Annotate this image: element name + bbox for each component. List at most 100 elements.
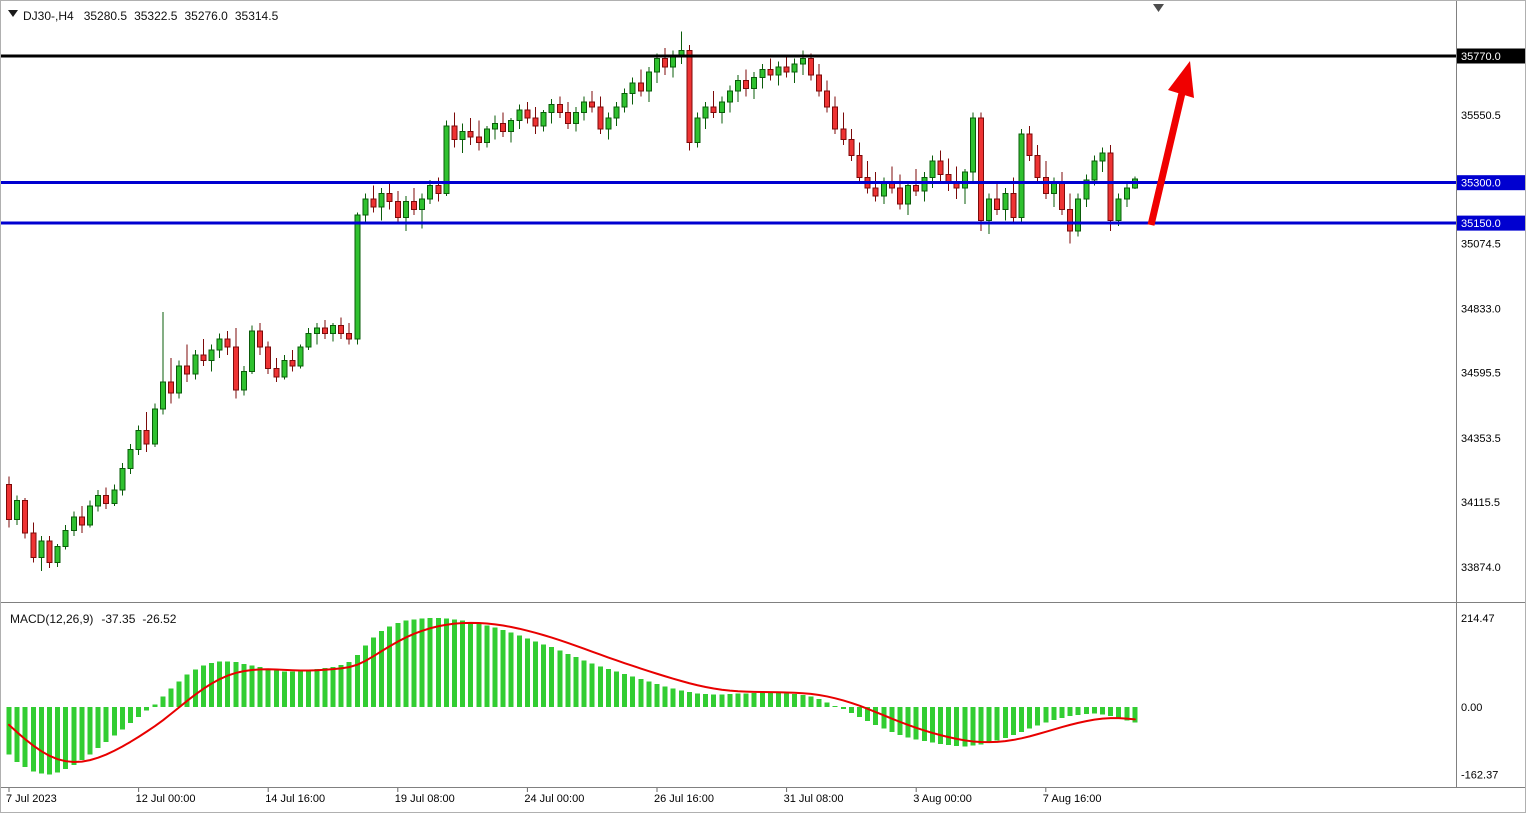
candle-body xyxy=(143,430,150,445)
candle-body xyxy=(95,494,102,507)
macd-histogram-bar xyxy=(800,694,806,707)
candle-body xyxy=(419,198,426,211)
candle-body xyxy=(87,505,93,526)
candle xyxy=(216,333,223,358)
macd-histogram-bar xyxy=(703,694,709,707)
candle-body xyxy=(905,184,912,205)
candle-body xyxy=(208,349,215,362)
macd-histogram-bar xyxy=(362,645,368,707)
macd-histogram-bar xyxy=(1010,707,1016,736)
level-lines xyxy=(1,54,1456,225)
candle-body xyxy=(14,500,21,521)
macd-histogram-bar xyxy=(379,631,385,707)
candle-body xyxy=(516,109,523,122)
candle xyxy=(743,69,750,97)
candle xyxy=(978,112,984,232)
macd-histogram-bar xyxy=(533,641,538,707)
candle-body xyxy=(986,198,993,221)
macd-histogram-bar xyxy=(217,661,223,707)
macd-histogram-bar xyxy=(241,663,247,707)
candle-body xyxy=(743,79,750,89)
candle-body xyxy=(605,117,612,130)
price-tick-label: 34115.5 xyxy=(1461,497,1500,509)
candle-body xyxy=(994,198,1001,211)
candle-body xyxy=(176,365,183,394)
candle xyxy=(208,344,215,372)
macd-histogram-bar xyxy=(751,692,757,707)
candle-body xyxy=(581,101,588,114)
candle-body xyxy=(686,50,693,143)
candle xyxy=(354,212,361,345)
candle-body xyxy=(613,106,620,119)
candle-body xyxy=(1042,176,1049,194)
candle xyxy=(637,69,644,97)
macd-histogram-bar xyxy=(994,707,1000,741)
panel-separators xyxy=(1,1,1525,788)
candle xyxy=(573,107,579,132)
candle xyxy=(232,328,239,399)
open-value: 35280.5 xyxy=(84,9,128,23)
price-axis[interactable] xyxy=(1457,1,1526,787)
candle xyxy=(111,484,118,507)
candle-body xyxy=(637,82,644,92)
candle-body xyxy=(305,333,312,348)
trend-arrow-annotation[interactable] xyxy=(1147,61,1194,226)
candle-body xyxy=(38,540,45,558)
time-axis-label: 26 Jul 16:00 xyxy=(654,793,714,805)
macd-histogram-bar xyxy=(1067,707,1073,717)
candle-body xyxy=(1018,133,1025,219)
macd-histogram-series xyxy=(6,618,1138,775)
macd-histogram-bar xyxy=(638,679,644,707)
time-axis-label: 19 Jul 08:00 xyxy=(395,793,455,805)
candle-body xyxy=(597,106,604,130)
trend-arrow-head-icon[interactable] xyxy=(1168,61,1194,98)
candle-body xyxy=(937,160,944,176)
macd-histogram-bar xyxy=(767,692,773,707)
trend-arrow-shaft[interactable] xyxy=(1147,92,1186,226)
candle-body xyxy=(621,93,628,108)
macd-histogram-bar xyxy=(281,671,287,707)
candle xyxy=(654,53,660,83)
candle xyxy=(78,506,85,534)
macd-histogram-bar xyxy=(711,694,717,707)
chart-menu-triangle-icon[interactable] xyxy=(8,10,18,17)
candle-body xyxy=(427,184,434,200)
chart-shift-marker-icon[interactable] xyxy=(1153,4,1164,12)
candle-body xyxy=(135,430,142,451)
candle-body xyxy=(1107,152,1114,221)
time-axis[interactable] xyxy=(1,788,1526,813)
macd-histogram-bar xyxy=(1100,707,1105,715)
macd-histogram-bar xyxy=(873,707,879,725)
macd-histogram-bar xyxy=(695,693,700,707)
candle xyxy=(1099,147,1106,172)
macd-histogram-bar xyxy=(14,707,20,762)
candle xyxy=(1083,174,1090,207)
candle xyxy=(135,425,142,455)
candle xyxy=(483,126,490,148)
candle-body xyxy=(168,381,174,394)
macd-signal-line xyxy=(8,621,1136,763)
time-axis-label: 31 Jul 08:00 xyxy=(784,793,844,805)
macd-histogram-bar xyxy=(913,707,919,740)
candle-body xyxy=(411,201,417,211)
macd-histogram-bar xyxy=(719,694,725,707)
candle-body xyxy=(330,325,336,335)
candle-body xyxy=(200,354,207,362)
candle xyxy=(581,96,588,121)
candle xyxy=(994,182,1001,216)
macd-histogram-bar xyxy=(225,661,231,707)
candle-body xyxy=(6,484,12,521)
candle-body xyxy=(872,187,879,197)
macd-histogram-bar xyxy=(1043,707,1049,723)
candle-body xyxy=(824,90,831,108)
price-level-tag: 35300.0 xyxy=(1457,175,1525,191)
candle-body xyxy=(654,58,660,73)
candle xyxy=(257,322,264,356)
candle-body xyxy=(1050,182,1057,194)
macd-histogram-bar xyxy=(1132,707,1138,723)
candle-body xyxy=(30,532,37,558)
macd-histogram-bar xyxy=(970,707,976,746)
candle-body xyxy=(767,68,774,76)
macd-histogram-bar xyxy=(605,669,611,707)
